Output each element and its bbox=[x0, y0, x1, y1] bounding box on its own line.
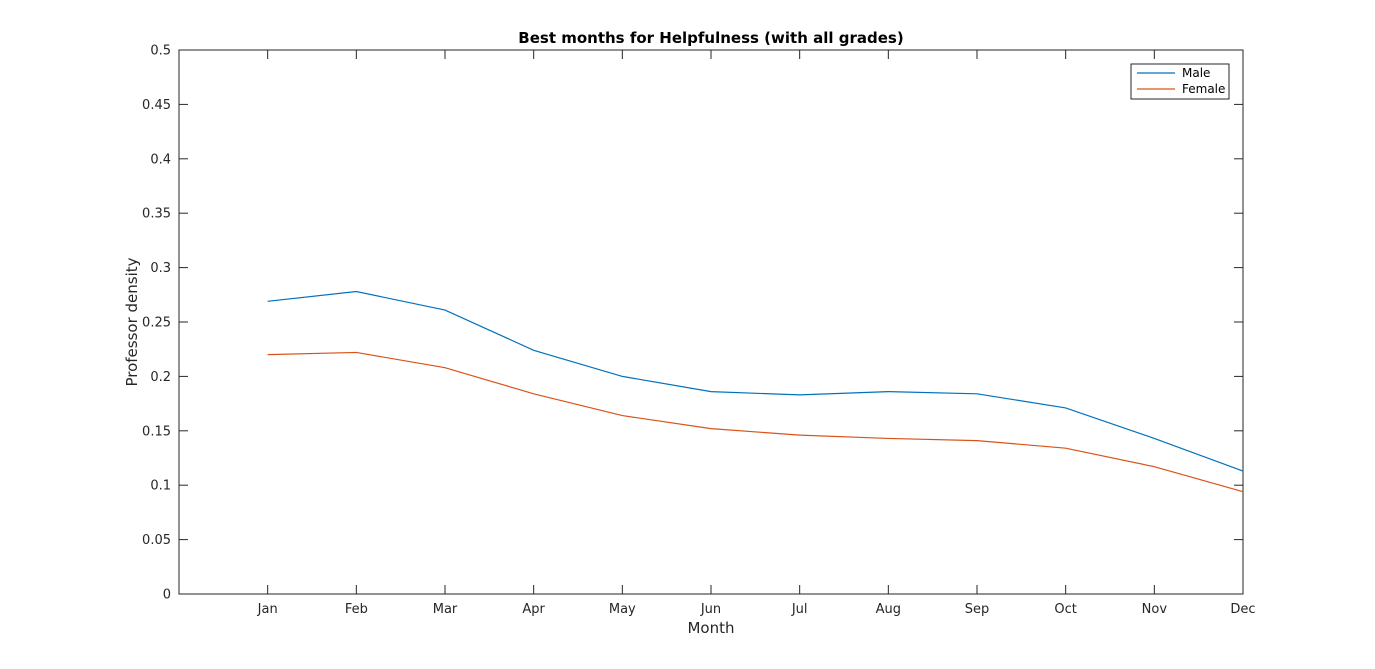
x-tick-label: Dec bbox=[1230, 602, 1255, 617]
series-line-female bbox=[267, 351, 1244, 493]
x-tick-label: Feb bbox=[345, 602, 368, 617]
y-tick-label: 0.35 bbox=[142, 207, 171, 222]
x-tick-label: Jun bbox=[700, 602, 721, 617]
legend-box bbox=[1130, 63, 1230, 100]
y-tick-label: 0.3 bbox=[150, 261, 171, 276]
x-tick-label: May bbox=[609, 602, 636, 617]
x-axis: Jan Feb Mar Apr May Jun Jul Aug Sep Oct Nov Dec bbox=[257, 50, 1256, 617]
x-tick-label: Sep bbox=[965, 602, 990, 617]
x-tick-label: Aug bbox=[876, 602, 901, 617]
y-tick-label: 0.5 bbox=[150, 44, 171, 59]
y-tick-label: 0.45 bbox=[142, 98, 171, 113]
x-tick-label: Apr bbox=[522, 602, 545, 617]
y-tick-label: 0.4 bbox=[150, 152, 171, 167]
legend: Male Female bbox=[1130, 63, 1230, 100]
x-tick-label: Mar bbox=[433, 602, 458, 617]
plot-area bbox=[267, 290, 1244, 493]
y-axis-label: Professor density bbox=[123, 257, 141, 386]
y-tick-label: 0.1 bbox=[150, 479, 171, 494]
x-axis-label: Month bbox=[687, 619, 734, 637]
axes-frame bbox=[178, 49, 1244, 595]
series-line-male bbox=[267, 290, 1244, 472]
y-axis: 0 0.05 0.1 0.15 0.2 0.25 0.3 0.35 0.4 0.45 0.5 bbox=[142, 44, 1243, 603]
x-tick-label: Jul bbox=[791, 602, 808, 617]
y-tick-label: 0.25 bbox=[142, 316, 171, 331]
chart-title: Best months for Helpfulness (with all gr… bbox=[518, 29, 903, 47]
legend-label-male: Male bbox=[1182, 66, 1210, 80]
x-tick-label: Jan bbox=[257, 602, 278, 617]
x-tick-label: Nov bbox=[1142, 602, 1168, 617]
legend-label-female: Female bbox=[1182, 82, 1225, 96]
x-tick-label: Oct bbox=[1054, 602, 1076, 617]
y-tick-label: 0.05 bbox=[142, 533, 171, 548]
axes-box bbox=[178, 49, 1244, 595]
y-tick-label: 0.15 bbox=[142, 424, 171, 439]
y-tick-label: 0 bbox=[163, 588, 171, 603]
y-tick-label: 0.2 bbox=[150, 370, 171, 385]
